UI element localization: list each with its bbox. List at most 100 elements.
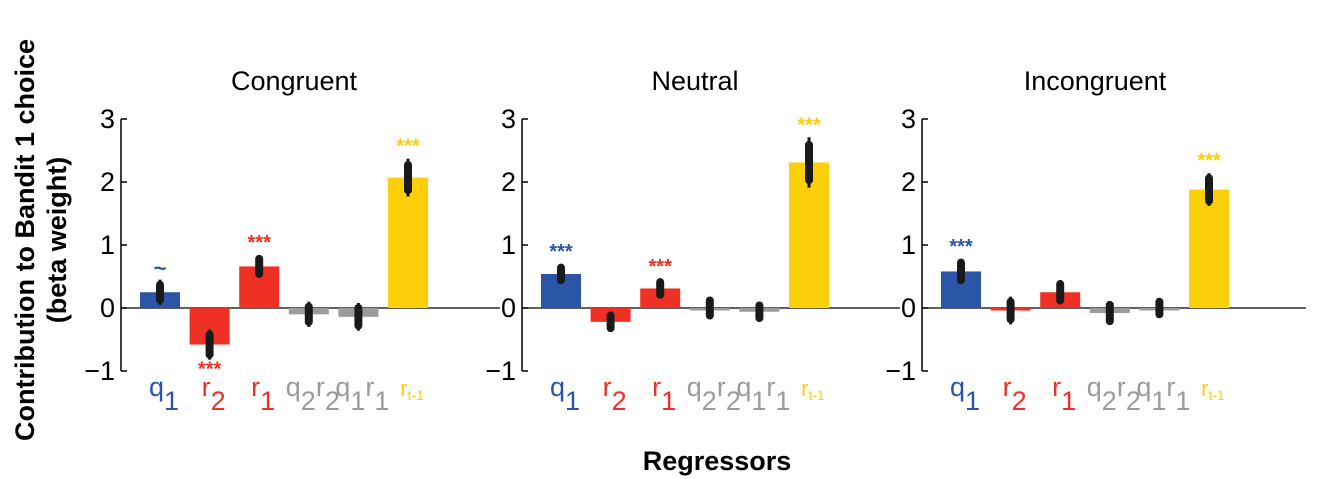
label-char: r bbox=[1117, 372, 1126, 402]
subscript: 2 bbox=[702, 386, 717, 416]
subscript: 2 bbox=[1126, 386, 1141, 416]
subscript: 2 bbox=[325, 386, 340, 416]
significance-label: *** bbox=[949, 236, 973, 258]
label-char: r bbox=[316, 372, 325, 402]
label-char: q bbox=[687, 372, 702, 402]
x-tick-label-q2r2: q2r2 bbox=[1087, 372, 1141, 416]
x-tick-label-q1r1: q1r1 bbox=[736, 372, 790, 416]
x-tick-label-r1: r1 bbox=[652, 372, 676, 416]
subscript: 1 bbox=[751, 386, 766, 416]
label-char: r bbox=[603, 372, 612, 402]
subscript: 2 bbox=[301, 386, 316, 416]
subscript: 1 bbox=[1151, 386, 1166, 416]
label-char: r bbox=[766, 372, 775, 402]
subscript: 1 bbox=[565, 386, 580, 416]
label-char: r bbox=[400, 376, 407, 401]
y-tick-label: −1 bbox=[84, 356, 115, 386]
subscript: 1 bbox=[260, 386, 275, 416]
x-tick-label-r1: r1 bbox=[251, 372, 275, 416]
label-char: q bbox=[286, 372, 301, 402]
y-tick-label: 3 bbox=[100, 104, 115, 134]
subscript: 1 bbox=[775, 386, 790, 416]
subscript: t-1 bbox=[1208, 387, 1225, 403]
y-axis-title: Contribution to Bandit 1 choice (beta we… bbox=[10, 39, 72, 441]
label-char: q bbox=[1087, 372, 1102, 402]
significance-label: *** bbox=[649, 256, 673, 278]
x-tick-label-rt-1: rt-1 bbox=[400, 376, 424, 403]
subscript: 2 bbox=[612, 386, 627, 416]
x-tick-label-r1: r1 bbox=[1052, 372, 1076, 416]
significance-label: *** bbox=[396, 136, 420, 158]
label-char: q bbox=[335, 372, 350, 402]
y-tick-label: 1 bbox=[901, 230, 916, 260]
y-tick-label: 0 bbox=[501, 293, 516, 323]
x-tick-label-q1r1: q1r1 bbox=[1136, 372, 1190, 416]
label-char: q bbox=[1136, 372, 1151, 402]
x-tick-label-q2r2: q2r2 bbox=[687, 372, 741, 416]
significance-label: *** bbox=[549, 241, 573, 263]
significance-label: *** bbox=[1197, 150, 1221, 172]
significance-label: *** bbox=[198, 359, 222, 381]
label-char: q bbox=[736, 372, 751, 402]
y-axis-title-line1: Contribution to Bandit 1 choice bbox=[10, 39, 40, 441]
significance-label: ~ bbox=[154, 256, 167, 281]
subscript: 2 bbox=[726, 386, 741, 416]
subscript: 1 bbox=[374, 386, 389, 416]
y-tick-label: 3 bbox=[501, 104, 516, 134]
subscript: 1 bbox=[1175, 386, 1190, 416]
subscript: t-1 bbox=[808, 387, 825, 403]
y-tick-label: 2 bbox=[901, 167, 916, 197]
y-tick-label: −1 bbox=[885, 356, 916, 386]
subscript: 1 bbox=[164, 386, 179, 416]
significance-label: *** bbox=[248, 232, 272, 254]
y-tick-label: 1 bbox=[100, 230, 115, 260]
significance-label: *** bbox=[797, 114, 821, 136]
x-tick-label-r2: r2 bbox=[1003, 372, 1027, 416]
label-char: r bbox=[365, 372, 374, 402]
label-char: r bbox=[1201, 376, 1208, 401]
label-char: r bbox=[1003, 372, 1012, 402]
label-char: r bbox=[652, 372, 661, 402]
y-tick-label: 0 bbox=[100, 293, 115, 323]
subscript: 2 bbox=[1012, 386, 1027, 416]
label-char: q bbox=[950, 372, 965, 402]
y-tick-label: −1 bbox=[485, 356, 516, 386]
subscript: 2 bbox=[211, 386, 226, 416]
x-tick-label-q1r1: q1r1 bbox=[335, 372, 389, 416]
x-tick-label-q1: q1 bbox=[149, 372, 179, 416]
subscript: 2 bbox=[1102, 386, 1117, 416]
label-char: r bbox=[202, 372, 211, 402]
y-tick-label: 0 bbox=[901, 293, 916, 323]
x-tick-label-q1: q1 bbox=[950, 372, 980, 416]
y-axis-title-line2: (beta weight) bbox=[42, 157, 72, 324]
label-char: r bbox=[717, 372, 726, 402]
bar-rt-1 bbox=[388, 177, 428, 308]
label-char: r bbox=[251, 372, 260, 402]
label-char: r bbox=[1052, 372, 1061, 402]
subscript: 1 bbox=[965, 386, 980, 416]
chart-title: Incongruent bbox=[1024, 66, 1167, 96]
x-tick-label-r2: r2 bbox=[603, 372, 627, 416]
subscript: 1 bbox=[661, 386, 676, 416]
x-tick-label-rt-1: rt-1 bbox=[801, 376, 825, 403]
y-tick-label: 1 bbox=[501, 230, 516, 260]
label-char: r bbox=[801, 376, 808, 401]
y-tick-label: 2 bbox=[100, 167, 115, 197]
y-tick-label: 2 bbox=[501, 167, 516, 197]
label-char: q bbox=[149, 372, 164, 402]
subscript: t-1 bbox=[407, 387, 424, 403]
subscript: 1 bbox=[350, 386, 365, 416]
subscript: 1 bbox=[1061, 386, 1076, 416]
x-tick-label-r2: r2 bbox=[202, 372, 226, 416]
bar-rt-1 bbox=[1189, 189, 1229, 308]
label-char: q bbox=[550, 372, 565, 402]
y-tick-label: 3 bbox=[901, 104, 916, 134]
label-char: r bbox=[1166, 372, 1175, 402]
chart-title: Congruent bbox=[231, 66, 358, 96]
x-axis-title: Regressors bbox=[643, 446, 792, 476]
